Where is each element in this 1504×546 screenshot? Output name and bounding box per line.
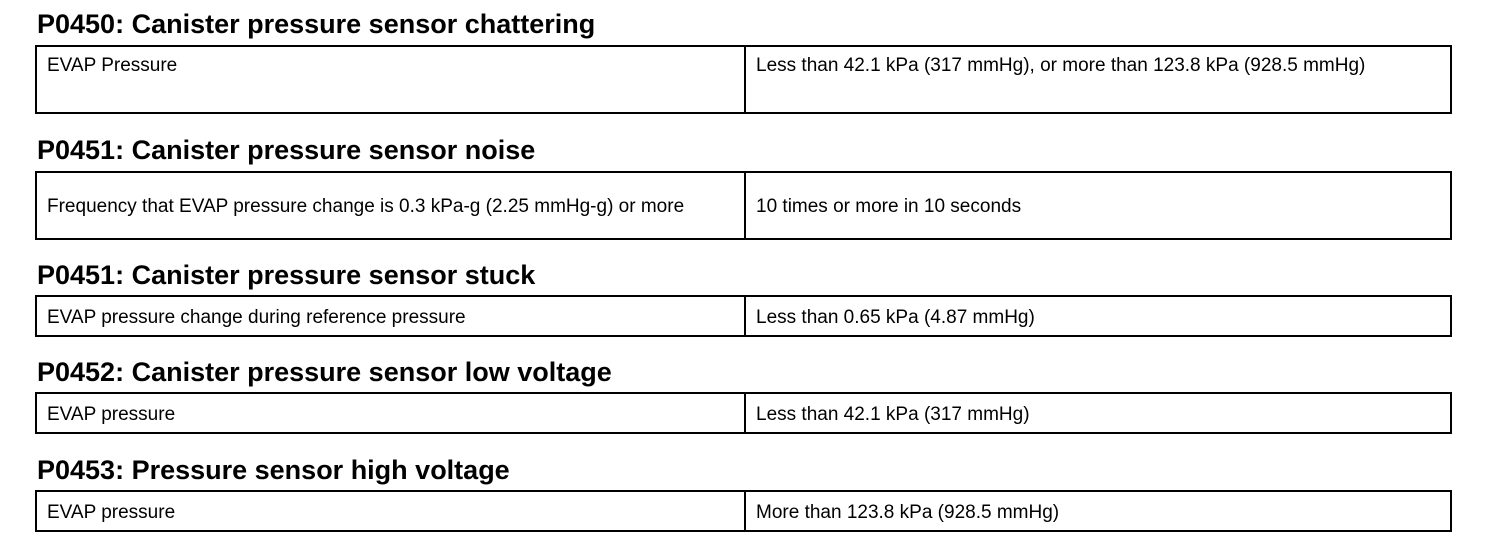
section-heading: P0451: Canister pressure sensor stuck (37, 260, 536, 290)
section-heading: P0452: Canister pressure sensor low volt… (37, 357, 612, 387)
criteria-cell: Less than 0.65 kPa (4.87 mmHg) (744, 295, 1452, 337)
table-row: EVAP pressure Less than 42.1 kPa (317 mmH… (35, 392, 1452, 434)
section-heading: P0451: Canister pressure sensor noise (37, 135, 536, 165)
criteria-cell: Less than 42.1 kPa (317 mmHg), or more t… (744, 45, 1452, 114)
section-heading: P0450: Canister pressure sensor chatteri… (37, 9, 596, 39)
condition-table: EVAP pressure change during reference pr… (35, 295, 1452, 337)
condition-table: Frequency that EVAP pressure change is 0… (35, 171, 1452, 240)
table-row: EVAP Pressure Less than 42.1 kPa (317 mmH… (35, 45, 1452, 114)
section-heading: P0453: Pressure sensor high voltage (37, 455, 510, 485)
parameter-cell: Frequency that EVAP pressure change is 0… (35, 171, 746, 240)
table-row: Frequency that EVAP pressure change is 0… (35, 171, 1452, 240)
condition-table: EVAP Pressure Less than 42.1 kPa (317 mmH… (35, 45, 1452, 114)
parameter-cell: EVAP pressure (35, 490, 746, 532)
parameter-cell: EVAP Pressure (35, 45, 746, 114)
condition-table: EVAP pressure Less than 42.1 kPa (317 mmH… (35, 392, 1452, 434)
table-row: EVAP pressure More than 123.8 kPa (928.5 … (35, 490, 1452, 532)
parameter-cell: EVAP pressure change during reference pr… (35, 295, 746, 337)
criteria-cell: More than 123.8 kPa (928.5 mmHg) (744, 490, 1452, 532)
condition-table: EVAP pressure More than 123.8 kPa (928.5 … (35, 490, 1452, 532)
table-row: EVAP pressure change during reference pr… (35, 295, 1452, 337)
parameter-cell: EVAP pressure (35, 392, 746, 434)
criteria-cell: Less than 42.1 kPa (317 mmHg) (744, 392, 1452, 434)
criteria-cell: 10 times or more in 10 seconds (744, 171, 1452, 240)
